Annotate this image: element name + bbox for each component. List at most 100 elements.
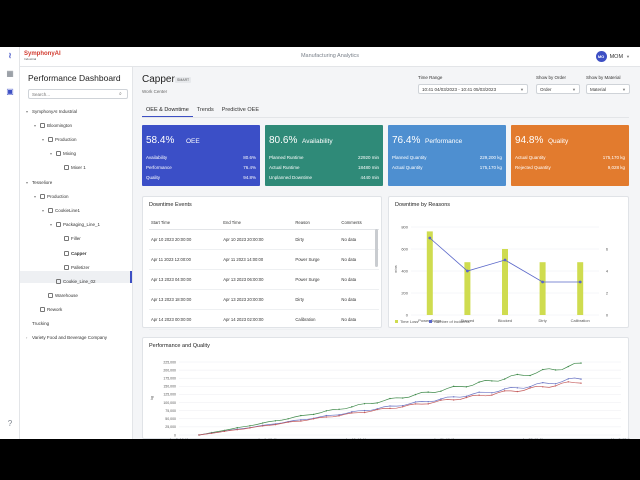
y-axis-label: mins <box>394 265 398 273</box>
performance-quality-title: Performance and Quality <box>149 343 210 349</box>
kpi-value: 80.6% <box>269 135 298 146</box>
series-point <box>478 394 480 396</box>
table-cell: Dirty <box>293 289 340 310</box>
table-cell: Power Surge <box>293 249 340 270</box>
grid-icon[interactable]: ▦ <box>6 69 14 78</box>
chevron-icon: ▾ <box>26 180 29 185</box>
kpi-card-quality: 94.8% Quality Actual Quantity 175,170 kg Rej… <box>511 125 629 186</box>
kpi-metric-label: Quality <box>146 175 161 180</box>
tree-item[interactable]: ▾ Packaging_Line_1 <box>50 222 100 227</box>
line-point <box>578 280 582 284</box>
kpi-card-performance: 76.4% Performance Planned Quantity 229,200 … <box>388 125 506 186</box>
series-point <box>198 434 200 436</box>
kpi-label: Performance <box>425 138 463 145</box>
tree-item[interactable]: Rework <box>34 307 62 312</box>
tree-item[interactable]: Cookie_Line_02 <box>50 279 96 284</box>
series-point <box>223 430 226 433</box>
table-cell: Apr 14 2023 02:00:00 <box>221 309 294 330</box>
kpi-metric-value: 80.6% <box>243 155 256 160</box>
tree-item[interactable]: ▾ Production <box>42 137 77 142</box>
series-point <box>516 387 519 389</box>
table-row[interactable]: Apr 14 2023 00:00:00 Apr 14 2023 02:00:00… <box>149 309 379 330</box>
app-logo-icon[interactable]: ≀ <box>8 51 12 60</box>
tree-item[interactable]: ▾ Production <box>34 194 69 199</box>
order-select[interactable]: Order ▼ <box>536 84 580 94</box>
series-point <box>363 402 366 405</box>
tree-item[interactable]: Palletizer <box>58 265 90 270</box>
material-select-value: Material <box>590 87 607 92</box>
chevron-down-icon: ▼ <box>520 87 524 92</box>
series-point <box>452 396 455 398</box>
tree-item-label: Palletizer <box>71 265 90 270</box>
series-point <box>580 382 582 384</box>
series-point <box>312 418 315 420</box>
series-point <box>325 414 328 417</box>
material-select[interactable]: Material ▼ <box>586 84 630 94</box>
table-row[interactable]: Apr 10 2023 20:00:00 Apr 10 2023 20:00:00… <box>149 229 379 250</box>
search-input[interactable] <box>28 89 128 99</box>
series-point <box>414 393 417 396</box>
series-point <box>567 378 569 380</box>
table-row[interactable]: Apr 13 2023 04:00:00 Apr 13 2023 06:00:00… <box>149 269 379 290</box>
tree-item[interactable]: Capper <box>58 251 87 256</box>
table-row[interactable]: Apr 11 2023 12:00:00 Apr 11 2023 14:00:00… <box>149 249 379 270</box>
chevron-icon: ▾ <box>42 208 45 213</box>
search-icon[interactable]: ⌕ <box>119 91 122 97</box>
tree-item-label: Mixing <box>63 151 77 156</box>
y-tick-label: 0 <box>406 313 409 318</box>
tree-item[interactable]: ▾ Tesseliore <box>26 180 52 185</box>
y-axis-label: kg <box>150 396 154 400</box>
series-point <box>503 390 506 392</box>
kpi-metric-row: Planned Quantity 229,200 kg <box>392 155 502 160</box>
x-tick-label: Apr 27, 10:41 <box>522 438 543 439</box>
chevron-icon: › <box>26 335 28 340</box>
tree-item[interactable]: ▾ CookieLine1 <box>42 208 80 213</box>
series-point <box>554 383 557 385</box>
tab-trends[interactable]: Trends <box>196 107 214 113</box>
kpi-value: 76.4% <box>392 135 421 146</box>
series-point <box>236 427 238 429</box>
table-scrollbar[interactable] <box>375 229 378 267</box>
series-point <box>452 385 455 388</box>
time-range-select[interactable]: 10:41 04/03/2023 - 10:41 05/03/2023 ▼ <box>418 84 528 94</box>
series-point <box>414 401 417 403</box>
series-point <box>542 381 544 384</box>
dashboard-icon[interactable]: ▣ <box>6 87 14 96</box>
table-cell: Dirty <box>293 229 340 250</box>
tree-item[interactable]: Filler <box>58 236 81 241</box>
company-logo[interactable]: SymphonyAI Industrial <box>24 51 61 61</box>
bar <box>502 249 508 315</box>
y2-tick-label: 4 <box>606 269 609 274</box>
tab-predictive-oee[interactable]: Predictive OEE <box>221 107 260 113</box>
tree-item-label: Capper <box>71 251 87 256</box>
tree-item[interactable]: Trucking <box>26 321 49 326</box>
series-point <box>478 391 480 393</box>
tree-item[interactable]: ▾ Bloomington <box>34 123 72 128</box>
series-point <box>440 390 442 392</box>
help-icon[interactable]: ? <box>7 419 13 428</box>
series-point <box>236 429 238 431</box>
y-tick-label: 75,000 <box>165 409 176 413</box>
y-tick-label: 25,000 <box>165 425 176 429</box>
table-row[interactable]: Apr 13 2023 18:00:00 Apr 13 2023 20:00:00… <box>149 289 379 310</box>
tree-item[interactable]: ▾ Mixing <box>50 151 76 156</box>
kpi-metric-label: Availability <box>146 155 168 160</box>
chevron-icon: ▾ <box>50 151 53 156</box>
table-cell: Apr 13 2023 04:00:00 <box>149 269 222 290</box>
tree-item[interactable]: Mixer 1 <box>58 165 86 170</box>
user-menu[interactable]: MO MOM ▼ <box>595 51 630 62</box>
tree-item[interactable]: ▾ SymphonyAI Industrial <box>26 109 77 114</box>
series-point <box>542 386 544 388</box>
tree-item-label: Production <box>47 194 69 199</box>
tab-oee-downtime[interactable]: OEE & Downtime <box>142 105 193 117</box>
tree-item[interactable]: › Variety Food and Beverage Company <box>26 335 107 340</box>
node-icon <box>48 208 53 213</box>
tree-item-label: Production <box>55 137 77 142</box>
kpi-metric-row: Planned Runtime 22920 min <box>269 155 379 160</box>
table-header[interactable]: Comments <box>339 216 379 230</box>
tree-item[interactable]: Warehouse <box>42 293 78 298</box>
table-header[interactable]: Start Time <box>149 216 222 230</box>
table-header[interactable]: End Time <box>221 216 294 230</box>
bar <box>539 262 546 315</box>
table-header[interactable]: Reason <box>293 216 340 230</box>
